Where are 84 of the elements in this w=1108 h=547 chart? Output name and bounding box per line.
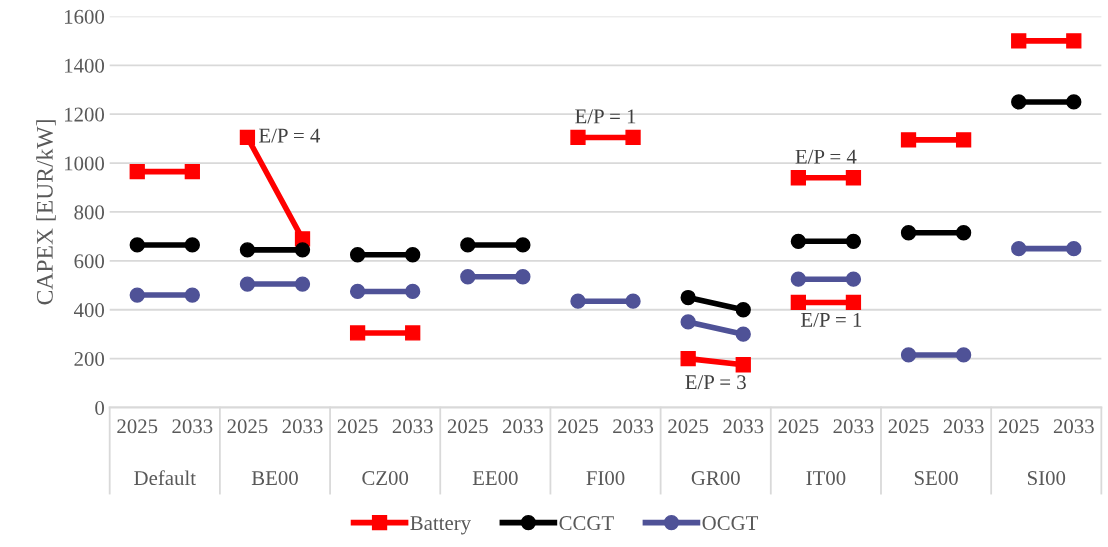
point: [570, 129, 586, 146]
x-tick-label: 2033: [502, 419, 543, 434]
point: [955, 225, 972, 241]
y-tick-label: 1400: [65, 58, 105, 73]
point: [790, 271, 806, 287]
x-tick-label: 2025: [447, 419, 488, 434]
point: [184, 287, 200, 303]
x-tick-label: 2025: [778, 419, 819, 434]
x-tick-label: 2033: [172, 419, 213, 434]
point: [1066, 240, 1082, 257]
x-tick-label: 2033: [723, 419, 764, 434]
annotation: E/P = 4: [259, 128, 321, 143]
point: [405, 325, 421, 341]
annotation: E/P = 3: [685, 375, 746, 390]
x-tick-label: 2025: [558, 419, 598, 434]
x-tick-label: 2025: [888, 419, 929, 434]
legend-label: Battery: [410, 516, 471, 535]
point: [349, 283, 366, 300]
point: [1066, 33, 1082, 49]
x-tick-label: 2033: [282, 419, 323, 434]
x-tick-label: 2033: [392, 419, 433, 434]
point: [845, 294, 862, 311]
point: [625, 293, 641, 309]
text: SI00: [1027, 471, 1066, 486]
y-tick-label: 400: [73, 303, 105, 318]
x-tick-label: 2033: [1053, 419, 1094, 434]
point: [515, 237, 531, 253]
text: BE00: [251, 471, 298, 486]
y-tick-label: 800: [74, 205, 105, 220]
legend-label: CCGT: [559, 516, 614, 531]
point: [184, 237, 200, 253]
text: CZ00: [362, 471, 409, 486]
legend-label: OCGT: [702, 516, 759, 531]
x-tick-label: 2025: [668, 419, 709, 434]
point: [900, 132, 917, 148]
x-tick-label: 2025: [227, 419, 268, 434]
point: [955, 132, 972, 148]
text: IT00: [806, 471, 846, 486]
point: [1011, 94, 1027, 110]
point: [129, 163, 145, 180]
y-tick-label: 1600: [65, 9, 105, 24]
y-tick-label: 1200: [65, 107, 105, 122]
point: [1011, 33, 1027, 49]
x-tick-label: 2025: [998, 419, 1039, 434]
x-tick-label: 2033: [613, 419, 654, 434]
point: [845, 271, 862, 287]
text: SE00: [914, 471, 958, 486]
point: [955, 347, 972, 363]
y-tick-label: 600: [74, 254, 105, 269]
annotation: E/P = 1: [801, 312, 862, 327]
y-axis-title: CAPEX [EUR/kW]: [36, 120, 56, 305]
point: [129, 237, 145, 253]
annotation: E/P = 4: [795, 149, 857, 164]
point: [129, 287, 145, 303]
y-tick-label: 0: [95, 400, 105, 415]
x-tick-label: 2033: [833, 419, 874, 434]
point: [239, 242, 256, 258]
x-tick-label: 2033: [943, 419, 984, 434]
point: [460, 237, 476, 253]
point: [790, 233, 806, 249]
point: [239, 276, 256, 292]
text: Default: [134, 470, 196, 486]
point: [1066, 94, 1082, 110]
point: [294, 242, 311, 258]
point: [349, 247, 366, 263]
point: [1011, 240, 1027, 257]
point: [790, 294, 806, 311]
point: [349, 325, 366, 341]
y-tick-label: 200: [74, 352, 105, 367]
point: [405, 247, 421, 263]
point: [900, 225, 917, 241]
x-tick-label: 2025: [117, 419, 158, 434]
point: [625, 129, 641, 146]
x-tick-label: 2025: [337, 419, 378, 434]
text: GR00: [691, 471, 740, 486]
point: [405, 283, 421, 300]
point: [570, 293, 586, 309]
text: EE00: [472, 471, 518, 486]
text: FI00: [586, 471, 625, 486]
y-tick-label: 1000: [65, 156, 105, 171]
annotation: E/P = 1: [575, 109, 636, 124]
point: [845, 233, 862, 249]
point: [900, 347, 917, 363]
point: [294, 276, 311, 292]
